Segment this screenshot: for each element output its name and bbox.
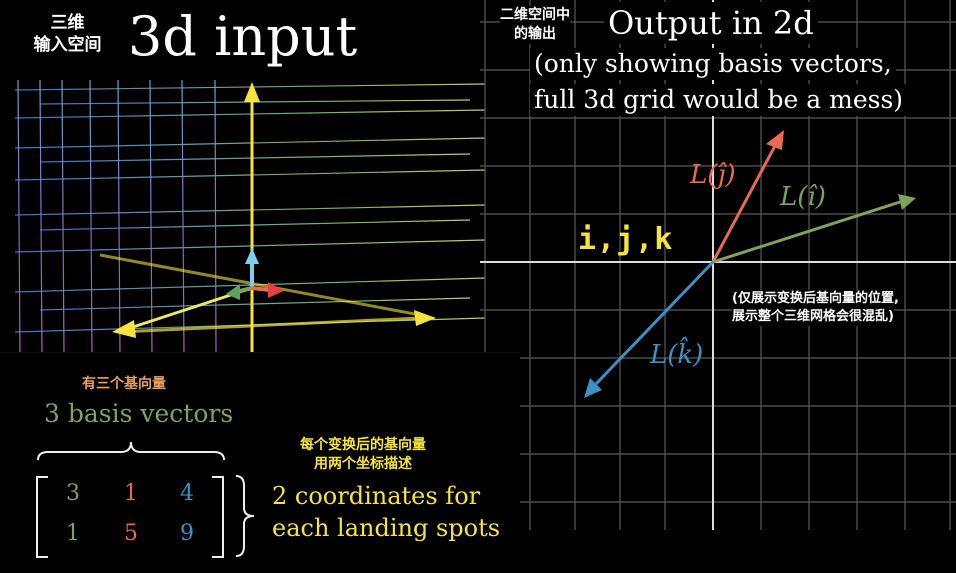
x-axis-arrowhead [414,310,436,326]
right-title: Output in 2d [604,2,818,44]
l-k-hat-arrowhead [584,378,602,398]
matrix-cell: 1 [124,481,138,506]
left-cn-title: 三维 输入空间 [33,13,102,55]
l-k-hat-label: L(k̂) [650,340,704,370]
l-k-hat-vector [592,260,715,388]
cn-basis-label: 有三个基向量 [82,376,166,392]
matrix-cell: 4 [180,481,194,506]
right-cn-note-line2: 展示整个三维网格会很混乱) [732,308,894,326]
left-title: 3d input [128,5,358,68]
matrix-cell: 3 [66,481,80,506]
l-j-hat-label: L(ĵ) [690,160,736,190]
k-hat-3d-head [245,248,259,264]
right-cn-note-line1: (仅展示变换后基向量的位置, [732,290,899,308]
matrix-cell: 1 [66,521,80,546]
matrix-cell: 5 [124,521,138,546]
right-subtitle-line2: full 3d grid would be a mess) [530,84,908,116]
ijk-label: i,j,k [578,222,674,257]
basis-vectors-text: 3 basis vectors [44,399,234,428]
matrix-left-bracket [36,476,48,558]
l-i-hat-arrowhead [898,194,916,210]
brace-right-of-matrix [235,475,255,557]
j-hat-3d [251,286,271,292]
3d-grid-verticals [17,79,481,355]
3d-grid-view [14,79,485,355]
l-i-hat-label: L(î) [780,182,826,212]
l-i-hat-vector [712,200,901,264]
l-j-hat-vector [711,143,778,263]
cn-coords-line1: 每个变换后的基向量 [300,437,426,453]
brace-over-matrix [37,441,225,461]
right-cn-title: 二维空间中 的输出 [500,6,570,44]
z-axis-arrowhead [112,320,136,338]
right-subtitle-line1: (only showing basis vectors, [530,48,896,80]
coords-text-line2: each landing spots [272,514,501,542]
l-j-hat-arrowhead [766,130,784,150]
matrix-panel [0,352,520,573]
matrix-cell: 9 [180,521,194,546]
matrix-right-bracket [212,476,224,558]
3d-axes [99,100,421,355]
y-axis-arrowhead [244,82,260,102]
i-hat-3d-head [226,284,240,300]
cn-coords-line2: 用两个坐标描述 [314,456,412,472]
j-hat-3d-head [268,282,284,298]
3d-grid-lines [14,83,485,333]
coords-text-line1: 2 coordinates for [272,482,481,510]
